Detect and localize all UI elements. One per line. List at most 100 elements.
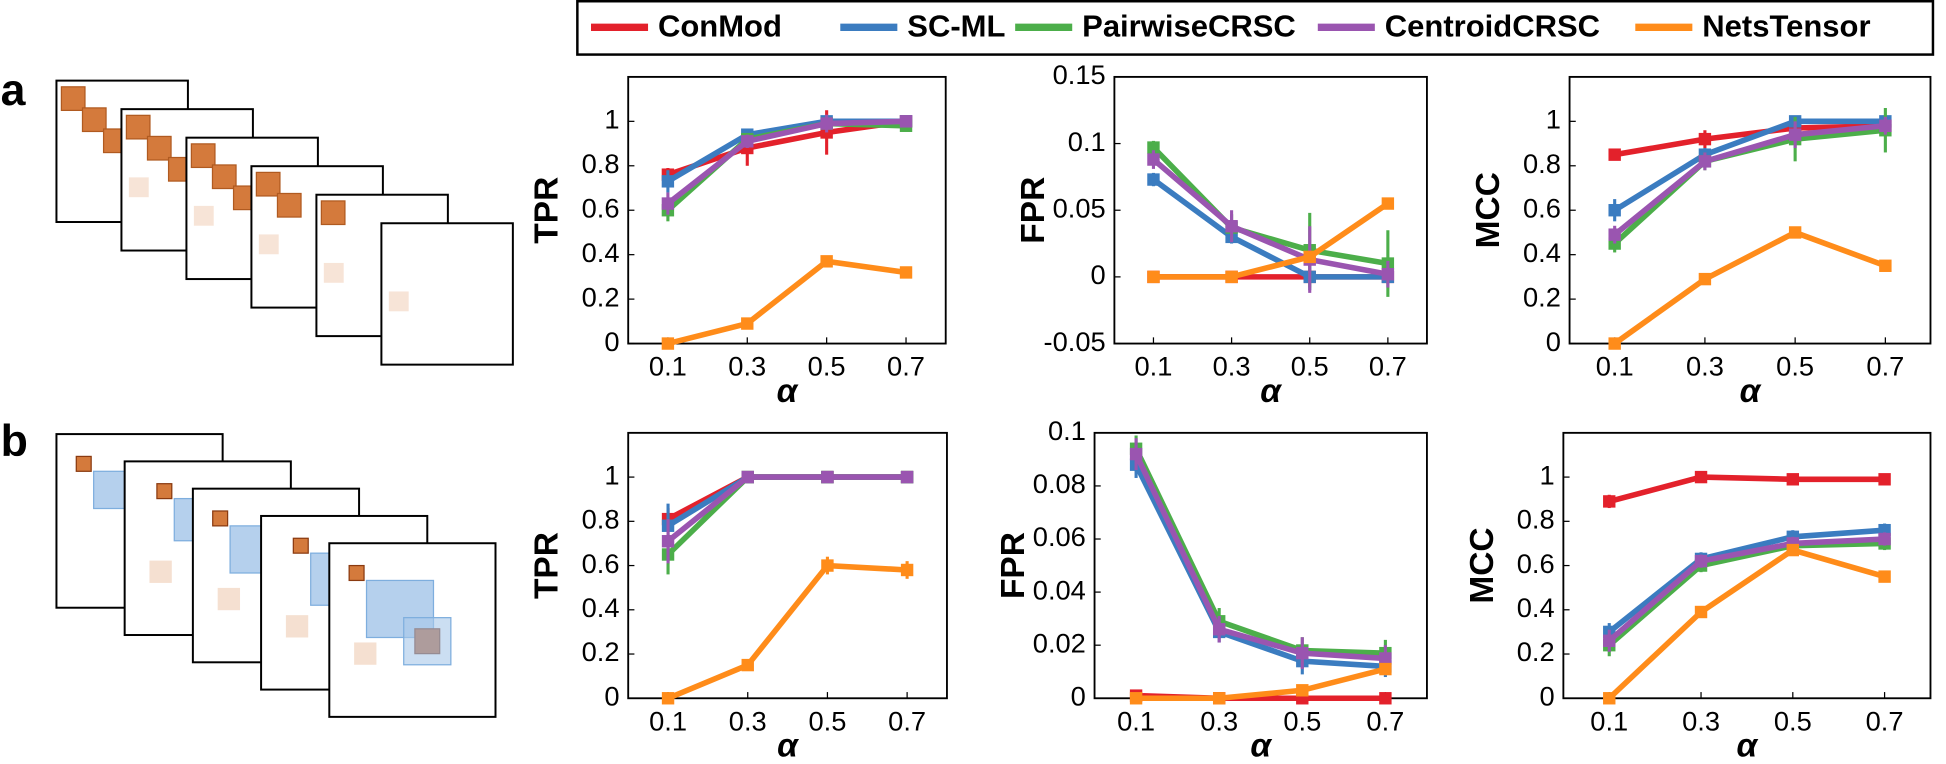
y-tick-label: 1 xyxy=(1546,104,1561,135)
point xyxy=(1879,259,1892,272)
module-block xyxy=(81,107,107,133)
series-line xyxy=(1133,463,1386,670)
y-tick-label: 0.6 xyxy=(582,192,620,223)
point xyxy=(1381,197,1395,210)
x-tick-label: 0.5 xyxy=(1283,705,1321,736)
point xyxy=(1225,220,1238,233)
series-line xyxy=(1614,122,1886,158)
point xyxy=(1694,554,1708,568)
point xyxy=(1129,447,1143,461)
y-axis-label: TPR xyxy=(529,532,566,599)
orange-block xyxy=(348,564,365,582)
point xyxy=(1225,270,1238,284)
faded-block xyxy=(149,560,172,583)
point xyxy=(820,255,833,268)
series-line xyxy=(667,258,907,347)
point xyxy=(741,470,754,484)
point xyxy=(1608,204,1621,217)
x-tick-label: 0.5 xyxy=(808,351,846,382)
y-tick-label: 0.2 xyxy=(582,281,620,312)
x-tick-label: 0.1 xyxy=(649,351,687,382)
orange-block xyxy=(292,537,309,554)
plot-frame xyxy=(1568,75,1932,345)
module-block xyxy=(146,135,172,161)
point xyxy=(661,692,675,705)
point xyxy=(1147,270,1160,284)
y-tick-label: 0 xyxy=(1546,326,1561,357)
legend-box xyxy=(576,0,1935,56)
x-tick-label: 0.5 xyxy=(1776,351,1814,382)
x-tick-label: 0.1 xyxy=(1590,705,1628,736)
x-tick-label: 0.5 xyxy=(1774,705,1812,736)
x-axis-label: α xyxy=(1250,728,1272,764)
y-axis-label: FPR xyxy=(995,532,1032,599)
module-block xyxy=(125,114,151,140)
orange-block xyxy=(212,510,229,527)
x-tick-label: 0.7 xyxy=(1866,351,1904,382)
series-line xyxy=(666,118,907,206)
module-block xyxy=(190,143,216,169)
x-tick-label: 0.1 xyxy=(1117,705,1155,736)
point xyxy=(1379,692,1392,705)
point xyxy=(1608,148,1621,161)
point xyxy=(1296,684,1309,697)
y-tick-label: 0.8 xyxy=(582,504,620,535)
series-line xyxy=(666,474,908,544)
x-tick-label: 0.3 xyxy=(1200,705,1238,736)
series-line xyxy=(1151,177,1388,280)
series-line xyxy=(1151,145,1389,267)
point xyxy=(900,470,914,484)
point xyxy=(820,117,833,130)
legend-label: SC-ML xyxy=(907,9,1005,44)
y-tick-label: 0.6 xyxy=(1523,192,1561,223)
series-line xyxy=(1607,540,1885,648)
point xyxy=(1603,495,1616,508)
x-tick-label: 0.3 xyxy=(1686,351,1724,382)
point xyxy=(1698,272,1712,286)
module-block xyxy=(255,171,281,197)
y-tick-label: 0.1 xyxy=(1048,415,1086,446)
x-tick-label: 0.7 xyxy=(1366,705,1404,736)
y-axis-label: TPR xyxy=(529,177,566,244)
x-tick-label: 0.3 xyxy=(728,351,766,382)
point xyxy=(741,658,754,672)
module-block xyxy=(276,192,302,218)
series-line xyxy=(1133,447,1386,656)
point xyxy=(1879,119,1892,132)
legend-label: CentroidCRSC xyxy=(1385,9,1600,44)
x-tick-label: 0.7 xyxy=(888,705,926,736)
x-tick-label: 0.3 xyxy=(1682,705,1720,736)
point xyxy=(900,563,914,577)
x-tick-label: 0.3 xyxy=(1213,351,1251,382)
series-line xyxy=(1613,118,1886,213)
point xyxy=(1129,692,1143,705)
y-axis-label: MCC xyxy=(1470,172,1507,248)
y-tick-label: 0.04 xyxy=(1033,574,1086,605)
faded-block xyxy=(388,291,409,312)
series-line xyxy=(1151,157,1389,277)
x-axis-label: α xyxy=(1260,373,1282,410)
y-tick-label: 0.15 xyxy=(1053,59,1106,90)
y-tick-label: 0.02 xyxy=(1033,627,1086,658)
series-line xyxy=(1607,547,1886,701)
faded-block xyxy=(354,642,377,665)
point xyxy=(1698,155,1712,168)
faded-block xyxy=(285,615,309,638)
panel-label: b xyxy=(1,417,28,466)
orange-block xyxy=(156,483,173,500)
point xyxy=(1788,226,1802,239)
faded-block xyxy=(323,262,344,283)
point xyxy=(1303,250,1316,264)
x-tick-label: 0.1 xyxy=(1135,351,1173,382)
x-tick-label: 0.7 xyxy=(887,351,925,382)
faded-block xyxy=(128,177,149,198)
point xyxy=(1786,543,1800,557)
point xyxy=(821,559,834,572)
series-line xyxy=(1607,536,1885,643)
x-axis-label: α xyxy=(777,728,799,764)
point xyxy=(1698,132,1712,146)
point xyxy=(899,266,913,279)
plot-frame xyxy=(627,75,947,345)
point xyxy=(1788,128,1802,141)
x-tick-label: 0.7 xyxy=(1369,351,1407,382)
